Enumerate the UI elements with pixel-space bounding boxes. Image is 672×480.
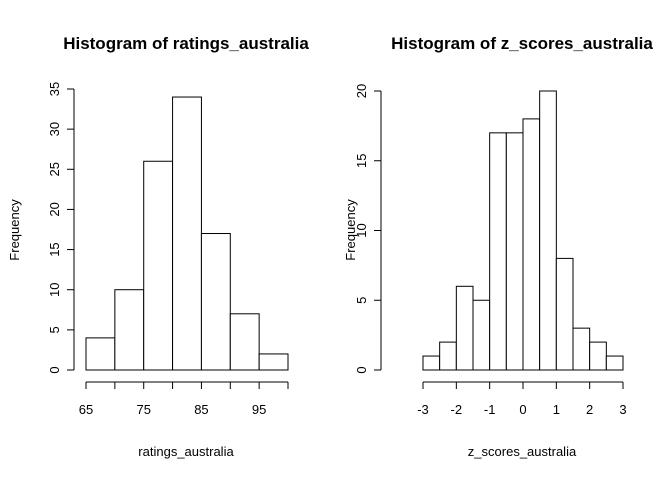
histogram-bar — [489, 132, 507, 371]
x-tick-label: 65 — [79, 402, 93, 417]
histogram-bar — [522, 118, 541, 371]
histogram-zscores-panel: Histogram of z_scores_australia z_scores… — [343, 34, 653, 459]
y-axis-label: Frequency — [343, 199, 358, 261]
x-axis-label: z_scores_australia — [468, 444, 577, 459]
y-tick-label: 5 — [47, 326, 62, 333]
y-tick-label: 0 — [47, 366, 62, 373]
y-tick-label: 5 — [354, 297, 369, 304]
x-tick-label: 85 — [194, 402, 208, 417]
y-tick-label: 10 — [354, 223, 369, 237]
x-tick-label: 0 — [519, 402, 526, 417]
histogram-bar — [455, 285, 474, 371]
histogram-bar — [143, 160, 174, 371]
y-axis: 0 5 10 15 20 — [354, 84, 382, 374]
histogram-bar — [85, 337, 116, 371]
x-tick-label: -2 — [451, 402, 463, 417]
histogram-ratings-panel: Histogram of ratings_australia ratings_a… — [7, 34, 309, 459]
histogram-bar — [422, 355, 441, 371]
histogram-bar — [229, 313, 260, 371]
bars — [85, 96, 289, 371]
histogram-bar — [172, 96, 202, 371]
y-tick-label: 10 — [47, 282, 62, 296]
y-tick-label: 15 — [354, 154, 369, 168]
y-tick-label: 0 — [354, 366, 369, 373]
y-tick-label: 20 — [354, 84, 369, 98]
histogram-bar — [439, 341, 457, 371]
x-tick-label: 75 — [136, 402, 150, 417]
chart-title: Histogram of z_scores_australia — [391, 34, 653, 53]
x-axis: 65 75 85 95 — [79, 381, 289, 417]
histogram-bar — [472, 299, 491, 371]
histogram-bar — [200, 233, 231, 371]
x-axis-label: ratings_australia — [138, 444, 234, 459]
y-tick-label: 30 — [47, 122, 62, 136]
y-tick-label: 25 — [47, 162, 62, 176]
histogram-bar — [539, 90, 557, 371]
x-tick-label: -3 — [417, 402, 429, 417]
x-tick-label: -1 — [484, 402, 496, 417]
x-tick-label: 2 — [586, 402, 593, 417]
histogram-bar — [605, 355, 624, 371]
bars — [422, 90, 624, 371]
x-axis: -3 -2 -1 0 1 2 3 — [417, 381, 627, 417]
x-tick-label: 95 — [252, 402, 266, 417]
x-tick-label: 1 — [553, 402, 560, 417]
histogram-bar — [114, 289, 145, 371]
y-axis-label: Frequency — [7, 199, 22, 261]
histogram-bar — [555, 257, 574, 371]
histogram-bar — [572, 327, 591, 371]
y-tick-label: 35 — [47, 82, 62, 96]
histogram-bar — [505, 132, 524, 371]
histogram-bar — [258, 353, 289, 371]
y-tick-label: 20 — [47, 202, 62, 216]
x-tick-label: 3 — [619, 402, 626, 417]
y-tick-label: 15 — [47, 242, 62, 256]
y-axis: 0 5 10 15 20 25 30 35 — [47, 82, 75, 374]
histogram-bar — [589, 341, 607, 371]
chart-title: Histogram of ratings_australia — [63, 34, 309, 53]
